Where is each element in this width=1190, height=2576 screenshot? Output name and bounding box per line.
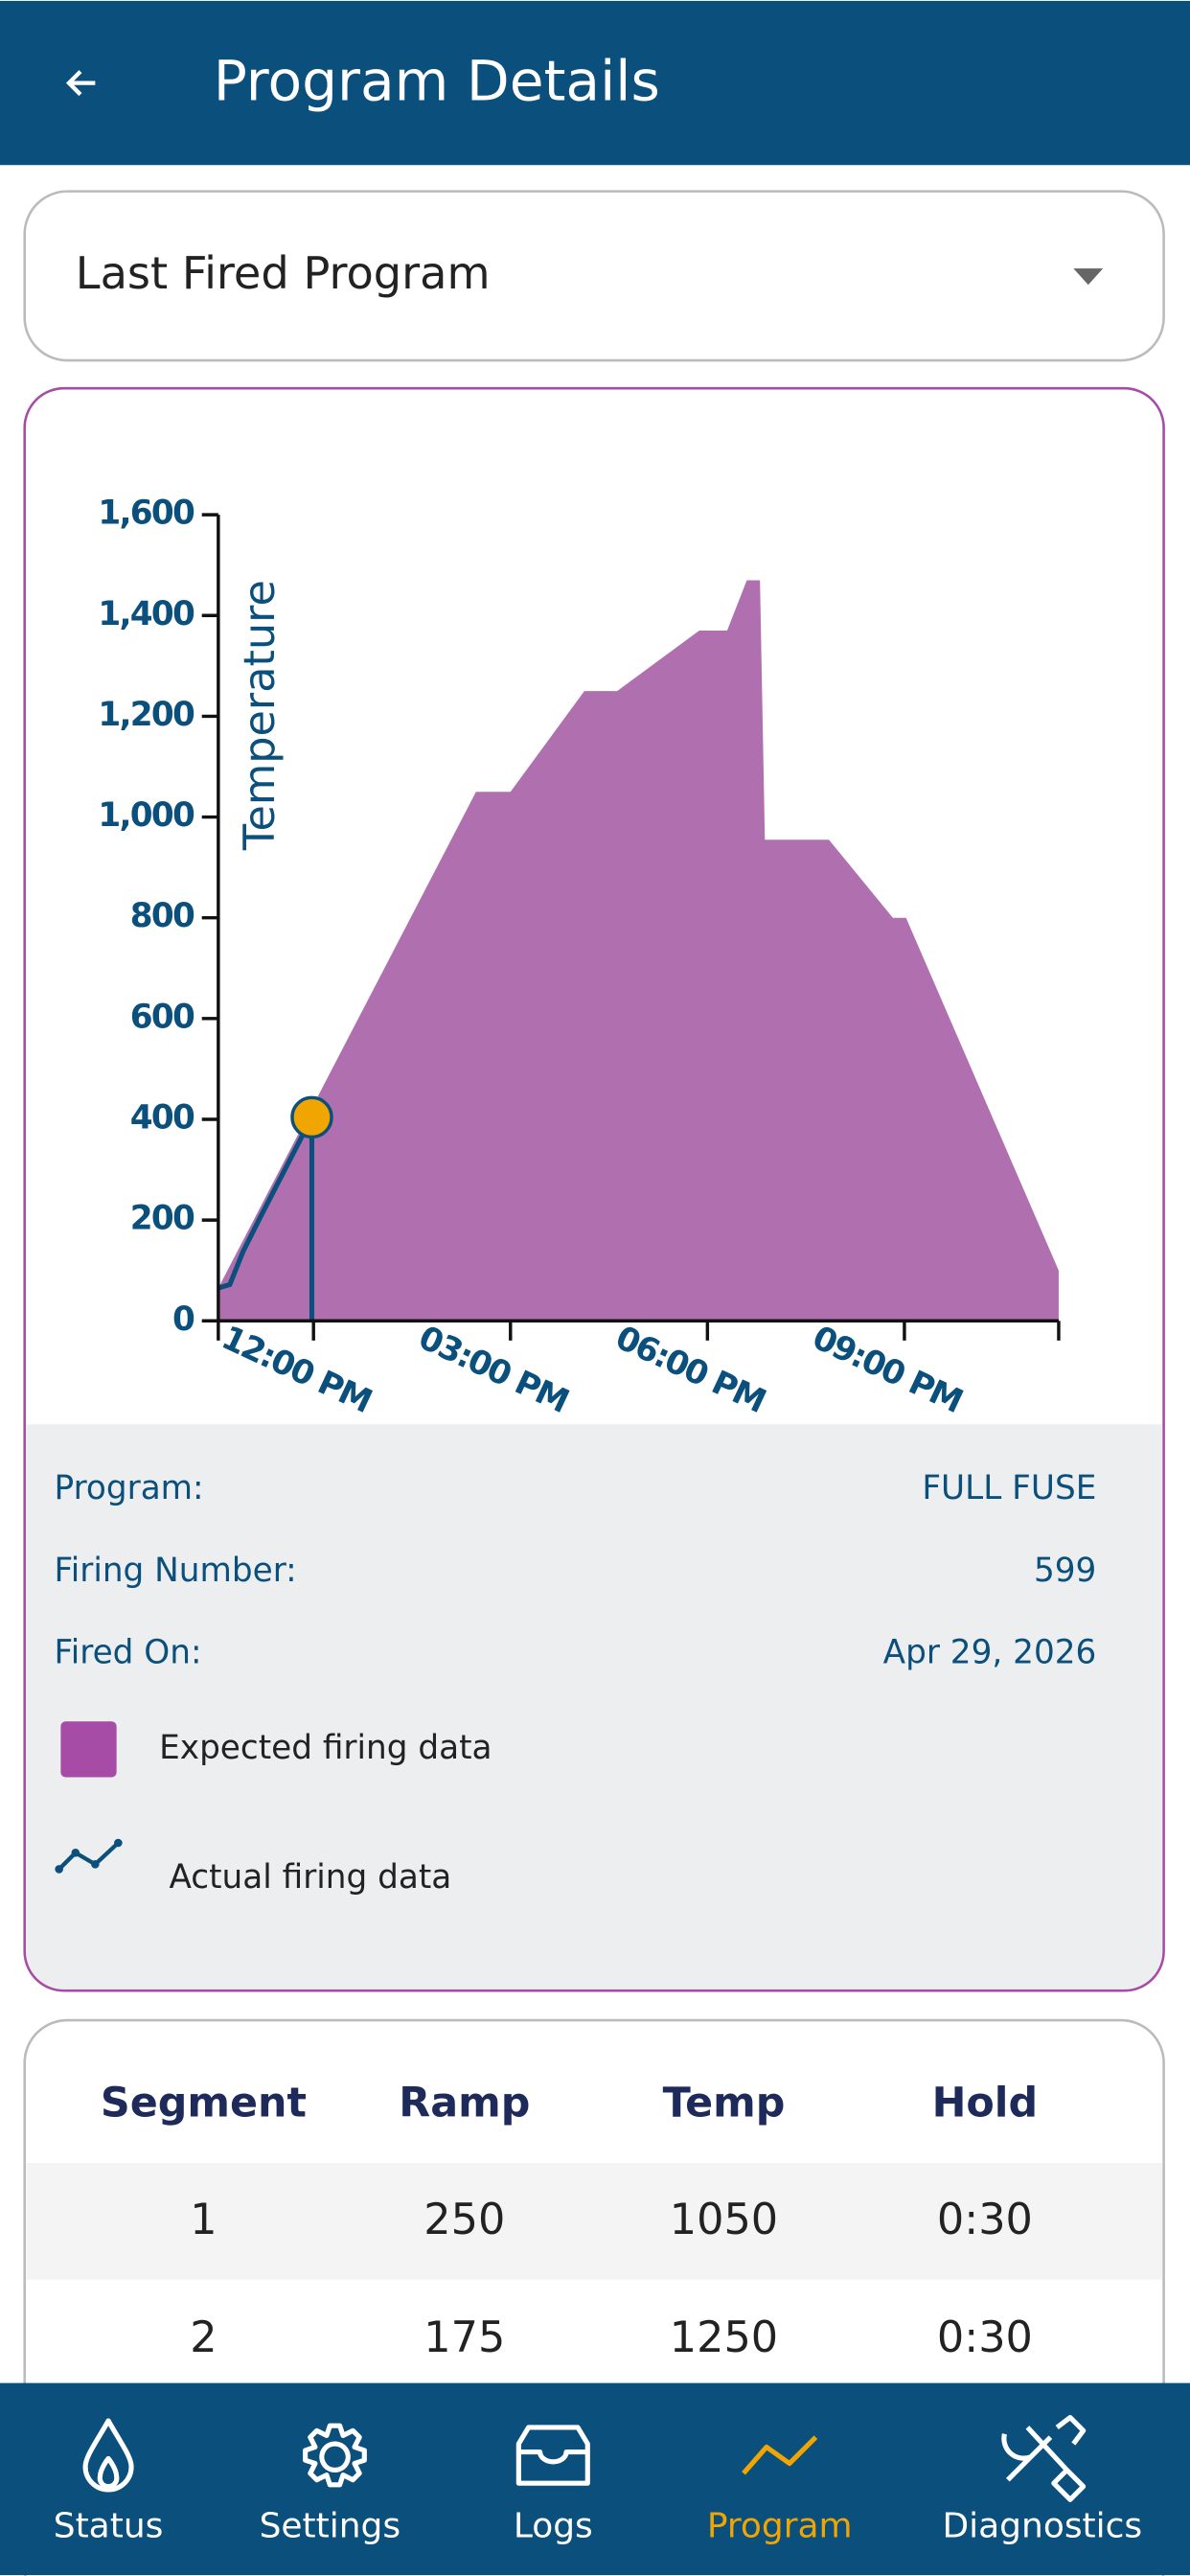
legend-label: Actual firing data: [169, 1858, 451, 1897]
nav-icon[interactable]: [82, 2418, 134, 2493]
current-marker: [290, 1095, 333, 1139]
expected-area: [217, 580, 1059, 1322]
table-header: Segment: [101, 2080, 307, 2128]
detail-label: Fired On:: [55, 1634, 202, 1672]
y-tick-label: 1,200: [98, 696, 195, 734]
app-bar: [0, 0, 1190, 166]
nav-icon[interactable]: [303, 2423, 367, 2488]
details: Program: FULL FUSE Firing Number: 599 Fired …: [55, 1469, 1097, 1671]
table-cell: 175: [423, 2312, 505, 2362]
dropdown-text: Last Fired Program: [76, 247, 491, 299]
table-cell: 0:30: [937, 2312, 1033, 2362]
y-tick-label: 800: [130, 897, 195, 935]
y-tick-label: 1,400: [98, 595, 195, 633]
table-cell: 1250: [670, 2312, 778, 2362]
detail-label: Firing Number:: [55, 1552, 297, 1590]
table-cell: 1050: [670, 2195, 778, 2244]
detail-value: FULL FUSE: [922, 1469, 1096, 1507]
table-header: Ramp: [399, 2080, 530, 2128]
nav-icon[interactable]: [742, 2435, 818, 2475]
legend-dot: [71, 1849, 80, 1857]
legend-label: Expected firing data: [159, 1729, 492, 1767]
table-cell: 250: [423, 2195, 505, 2244]
y-tick-label: 0: [172, 1300, 195, 1339]
table-header: Temp: [663, 2080, 786, 2128]
y-tick-label: 400: [130, 1098, 195, 1137]
y-tick-label: 600: [130, 998, 195, 1036]
legend-dot: [55, 1865, 63, 1874]
legend-swatch-line: [57, 1841, 120, 1871]
table-cell: 2: [190, 2312, 217, 2362]
detail-value: Apr 29, 2026: [883, 1634, 1097, 1672]
nav-label[interactable]: Logs: [514, 2506, 593, 2545]
y-tick-label: 200: [130, 1200, 195, 1238]
back-button[interactable]: [65, 70, 96, 97]
legend-swatch-area: [60, 1721, 117, 1778]
nav-icon[interactable]: [1001, 2415, 1087, 2502]
table-header: Hold: [932, 2080, 1039, 2128]
legend-dot: [114, 1838, 123, 1848]
detail-value: 599: [1034, 1552, 1096, 1590]
table-cell: 0:30: [937, 2195, 1033, 2244]
nav-label[interactable]: Program: [707, 2506, 853, 2545]
page-title: Program Details: [214, 48, 660, 113]
actual-line: [217, 1116, 314, 1291]
legend-dot: [91, 1860, 100, 1869]
detail-label: Program:: [55, 1469, 204, 1507]
table-cell: 1: [190, 2195, 217, 2244]
nav-label[interactable]: Settings: [260, 2506, 401, 2545]
y-axis-title: Temperature: [235, 580, 285, 851]
details-panel: [26, 1424, 1162, 1990]
table-row-bg: [26, 2163, 1162, 2280]
nav: Status Settings Logs Program Diagnostics: [54, 2415, 1142, 2545]
bottom-nav: [0, 2382, 1190, 2576]
nav-label[interactable]: Status: [54, 2506, 164, 2545]
nav-label[interactable]: Diagnostics: [942, 2506, 1142, 2545]
nav-icon[interactable]: [515, 2425, 590, 2486]
y-tick-label: 1,600: [98, 494, 195, 533]
dropdown[interactable]: [23, 190, 1165, 362]
y-tick-label: 1,000: [98, 796, 195, 835]
dropdown-arrow[interactable]: [1073, 268, 1104, 286]
